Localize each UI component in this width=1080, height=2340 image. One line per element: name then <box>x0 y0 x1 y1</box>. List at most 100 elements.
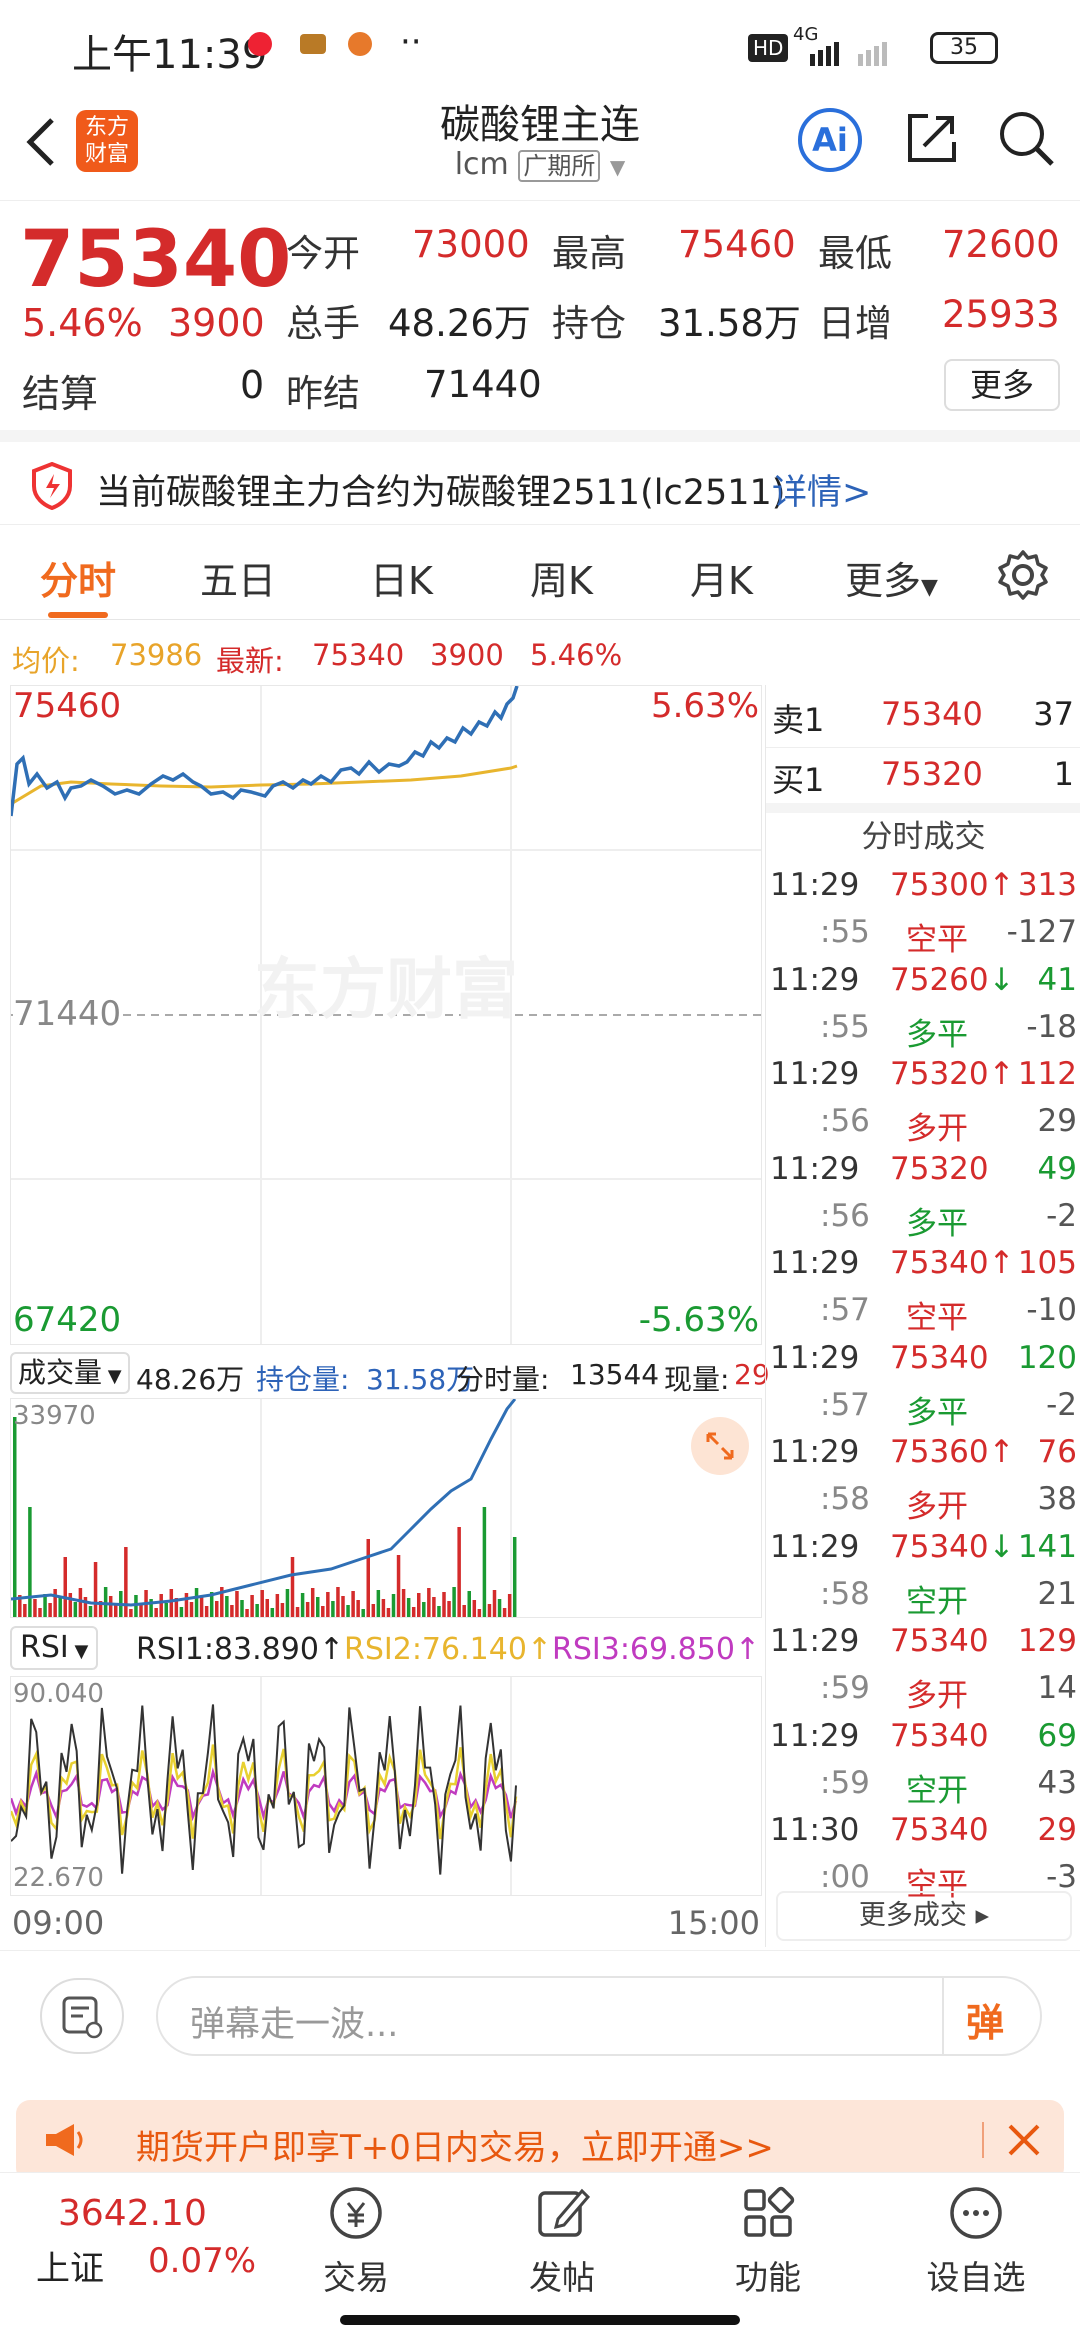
tick-seconds: :57 <box>820 1292 870 1328</box>
notification-icon <box>348 32 372 56</box>
min-vol-label: 分时量: <box>456 1363 550 1396</box>
page-title: 碳酸锂主连 <box>440 102 640 148</box>
volume-bar <box>507 1594 512 1617</box>
tick-type: 空开 <box>906 1583 968 1620</box>
rsi-chart[interactable]: 90.040 22.670 <box>10 1676 762 1896</box>
tick-row: 11:29 75340 129 <box>766 1623 1080 1670</box>
tick-time: 11:29 <box>770 1528 860 1565</box>
oi-label: 持仓量: <box>256 1363 350 1396</box>
volume-bar <box>220 1587 224 1617</box>
intraday-chart[interactable]: 东方财富 75460 5.63% 71440 67420 -5.63% <box>10 685 762 1345</box>
chart-top-price: 75460 <box>13 686 122 726</box>
tick-time: 11:29 <box>770 1150 860 1187</box>
volume-bar <box>275 1594 280 1617</box>
volume-bar <box>93 1562 98 1617</box>
nav-functions[interactable]: 功能 <box>698 2173 838 2299</box>
divider <box>982 2122 984 2158</box>
promo-banner[interactable]: 期货开户即享T+0日内交易，立即开通>> <box>16 2100 1064 2182</box>
volume-bar <box>487 1604 492 1617</box>
home-indicator <box>340 2315 740 2325</box>
volume-bar <box>33 1599 37 1617</box>
tick-qty: 120 <box>1017 1339 1077 1376</box>
tab-monthly-k[interactable]: 月K <box>690 559 753 603</box>
nav-watchlist[interactable]: 设自选 <box>906 2173 1046 2299</box>
volume-bar <box>386 1608 391 1617</box>
tab-intraday[interactable]: 分时 <box>40 559 117 603</box>
expand-button[interactable] <box>691 1417 749 1475</box>
tick-time: 11:29 <box>770 1623 860 1659</box>
hd-icon: HD <box>748 34 789 62</box>
volume-bar <box>98 1601 103 1617</box>
tick-direction-icon: ↑ <box>988 1056 1015 1092</box>
more-ticks-button[interactable]: 更多成交 ▸ <box>776 1891 1072 1941</box>
trade-icon <box>330 2187 382 2239</box>
volume-bar <box>174 1598 179 1617</box>
volume-bar <box>204 1606 209 1617</box>
tick-qty: 49 <box>1037 1150 1077 1187</box>
volume-bar <box>295 1607 300 1617</box>
volume-bar <box>108 1596 113 1617</box>
ai-button[interactable]: Ai <box>798 108 862 172</box>
volume-bar <box>321 1606 325 1617</box>
back-icon[interactable] <box>20 114 60 170</box>
index-value[interactable]: 3642.10 <box>58 2193 207 2234</box>
tick-qty: 29 <box>1037 1812 1077 1848</box>
volume-bar <box>512 1537 517 1617</box>
danmu-toggle-icon[interactable]: 弹 <box>966 2001 1005 2045</box>
notice-detail-link[interactable]: 详情> <box>772 473 872 513</box>
danmu-input[interactable]: 弹幕走一波... 弹 <box>156 1976 1042 2056</box>
low-label: 最低 <box>818 232 892 275</box>
more-button[interactable]: 更多 <box>944 359 1060 411</box>
volume-bar <box>482 1507 487 1617</box>
index-name[interactable]: 上证 <box>36 2249 104 2289</box>
rsi-indicator-select[interactable]: RSI ▼ <box>10 1626 99 1670</box>
comment-list-button[interactable] <box>40 1978 124 2054</box>
tab-five-day[interactable]: 五日 <box>200 559 277 603</box>
latest-pct: 5.46% <box>530 638 623 672</box>
index-pct[interactable]: 0.07% <box>148 2241 257 2281</box>
tick-qty: 41 <box>1037 961 1077 998</box>
tick-qty: 105 <box>1017 1245 1077 1281</box>
notice-bar[interactable]: 当前碳酸锂主力合约为碳酸锂2511(lc2511) 详情> <box>0 430 1080 525</box>
tick-sub-row: :55 空平 -127 <box>766 914 1080 961</box>
tick-qty: 112 <box>1017 1056 1077 1092</box>
high-label: 最高 <box>552 232 626 275</box>
nav-post[interactable]: 发帖 <box>492 2173 632 2299</box>
nav-trade[interactable]: 交易 <box>286 2173 426 2299</box>
tick-sub-row: :55 多平 -18 <box>766 1009 1080 1056</box>
volume-bar <box>422 1602 426 1617</box>
active-tab-indicator <box>48 612 108 618</box>
rsi2-line <box>11 1744 518 1840</box>
tick-oi-delta: 29 <box>1037 1103 1077 1139</box>
search-icon[interactable] <box>996 108 1056 168</box>
volume-bar <box>396 1555 401 1617</box>
tick-type: 多平 <box>906 1394 968 1431</box>
tick-row: 11:29 75340↓ 141 <box>766 1529 1080 1576</box>
share-icon[interactable] <box>902 108 962 168</box>
tab-daily-k[interactable]: 日K <box>370 559 433 603</box>
volume-header: 成交量 ▼ 48.26万 持仓量: 31.58万 分时量: 13544 现量: … <box>10 1348 770 1398</box>
volume-bar <box>169 1589 174 1617</box>
tab-weekly-k[interactable]: 周K <box>530 559 593 603</box>
volume-bar <box>240 1600 244 1617</box>
arrow-up-icon: ↑ <box>526 1632 553 1667</box>
gear-icon[interactable] <box>996 548 1050 602</box>
close-icon[interactable] <box>1002 2118 1046 2162</box>
tick-type: 多平 <box>906 1205 968 1242</box>
tick-price: 75340 <box>890 1339 989 1376</box>
tab-more[interactable]: 更多▼ <box>845 550 938 605</box>
volume-indicator-select[interactable]: 成交量 ▼ <box>10 1352 130 1394</box>
tick-oi-delta: -127 <box>1006 914 1077 950</box>
prev-settle-value: 71440 <box>424 363 542 406</box>
volume-bar <box>270 1608 275 1617</box>
battery-icon: 35 <box>930 32 998 64</box>
tick-sub-row: :58 多开 38 <box>766 1481 1080 1528</box>
chevron-down-icon[interactable]: ▼ <box>609 155 626 179</box>
rsi2-text: RSI2:76.140 <box>344 1632 527 1667</box>
app-logo: 东方财富 <box>76 110 138 172</box>
tick-oi-delta: -2 <box>1046 1197 1077 1234</box>
open-value: 73000 <box>412 223 530 266</box>
volume-chart[interactable]: 33970 <box>10 1398 762 1618</box>
volume-bar <box>164 1603 168 1617</box>
caret-down-icon: ▼ <box>102 1366 122 1387</box>
